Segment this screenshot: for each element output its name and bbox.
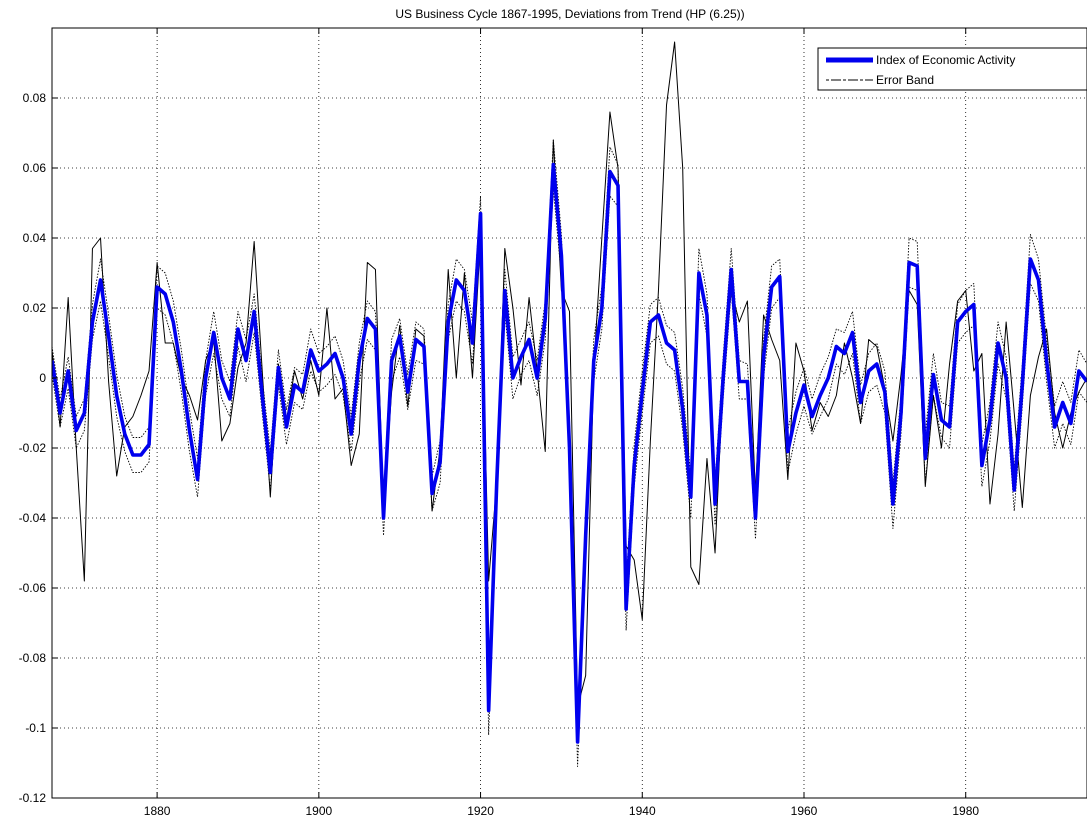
x-tick-label: 1880 (144, 804, 171, 818)
y-tick-label: 0.06 (23, 161, 47, 175)
y-tick-label: -0.06 (19, 581, 47, 595)
legend-label-index: Index of Economic Activity (876, 53, 1015, 67)
x-tick-label: 1920 (467, 804, 494, 818)
y-tick-label: 0.08 (23, 91, 47, 105)
y-tick-label: -0.12 (19, 791, 47, 805)
legend-label-error-band: Error Band (876, 73, 934, 87)
x-tick-label: 1980 (952, 804, 979, 818)
legend: Index of Economic Activity Error Band (817, 47, 1087, 91)
y-tick-label: -0.04 (19, 511, 47, 525)
index-line (52, 162, 1087, 744)
error-band-line (52, 41, 1087, 708)
legend-box (817, 47, 1087, 91)
x-tick-label: 1960 (791, 804, 818, 818)
y-tick-label: 0 (39, 371, 46, 385)
y-tick-label: 0.04 (23, 231, 47, 245)
x-tick-label: 1900 (305, 804, 332, 818)
series-layer (52, 41, 1087, 767)
y-tick-label: 0.02 (23, 301, 47, 315)
tick-layer: 1880 1900 1920 1940 1960 1980 -0.12 -0.1 -0.08 -0… (19, 28, 979, 818)
y-tick-label: -0.02 (19, 441, 47, 455)
x-tick-label: 1940 (629, 804, 656, 818)
chart-title: US Business Cycle 1867-1995, Deviations … (395, 7, 744, 21)
plot-frame (51, 27, 1087, 799)
y-tick-label: -0.1 (25, 721, 46, 735)
y-tick-label: -0.08 (19, 651, 47, 665)
